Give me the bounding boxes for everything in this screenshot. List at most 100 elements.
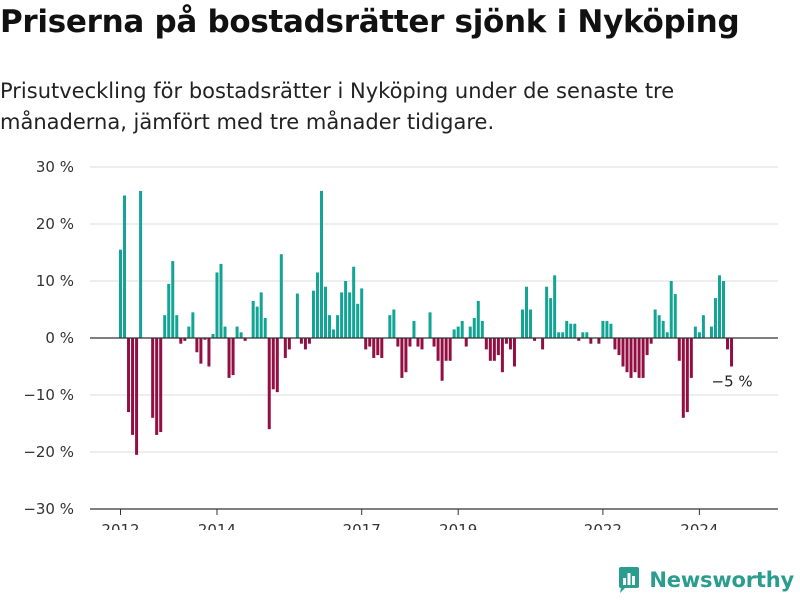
bar xyxy=(324,286,328,338)
bar xyxy=(135,338,139,455)
bar xyxy=(151,338,155,418)
bar xyxy=(432,338,436,347)
bar xyxy=(440,338,444,381)
bar xyxy=(436,338,440,361)
x-tick-label: 2022 xyxy=(584,521,622,530)
bar xyxy=(251,300,255,338)
bar xyxy=(484,338,488,350)
chart-subtitle: Prisutveckling för bostadsrätter i Nyköp… xyxy=(0,79,675,134)
bar xyxy=(368,338,372,347)
bar xyxy=(541,338,545,350)
bar xyxy=(645,338,649,356)
bar xyxy=(657,315,661,338)
y-tick-label: 30 % xyxy=(36,158,74,176)
bar xyxy=(545,286,549,338)
bar xyxy=(444,338,448,361)
bar xyxy=(131,338,135,435)
bar xyxy=(315,272,319,338)
bar xyxy=(565,320,569,338)
bar xyxy=(448,338,452,361)
bar xyxy=(669,281,673,338)
bar xyxy=(195,338,199,353)
bar xyxy=(693,326,697,338)
bar xyxy=(356,303,360,338)
bar xyxy=(730,338,734,367)
bar xyxy=(561,332,565,338)
bar xyxy=(697,332,701,338)
x-tick-label: 2012 xyxy=(101,521,139,530)
bar xyxy=(207,338,211,367)
bar xyxy=(392,309,396,338)
bar xyxy=(553,275,557,338)
bar xyxy=(259,292,263,338)
bar xyxy=(255,306,259,338)
bar xyxy=(468,326,472,338)
bar xyxy=(307,338,311,344)
bar xyxy=(295,293,299,338)
y-tick-label: −30 % xyxy=(23,500,74,518)
bar xyxy=(364,338,368,350)
bar xyxy=(641,338,645,378)
bar xyxy=(187,326,191,338)
bar xyxy=(408,338,412,347)
bar xyxy=(360,288,364,338)
bar xyxy=(456,326,460,338)
x-tick-label: 2014 xyxy=(198,521,236,530)
bar xyxy=(179,338,183,344)
bar xyxy=(681,338,685,418)
bar xyxy=(139,190,143,338)
bar xyxy=(621,338,625,367)
bar xyxy=(199,338,203,364)
bar-chart: 30 %20 %10 %0 %−10 %−20 %−30 % 2012 2014 2… xyxy=(23,158,778,530)
newsworthy-logo: Newsworthy xyxy=(617,566,794,594)
bar xyxy=(689,338,693,378)
y-tick-label: −10 % xyxy=(23,386,74,404)
bar xyxy=(287,338,291,350)
bar xyxy=(533,338,537,341)
bar xyxy=(726,338,730,350)
bar xyxy=(159,338,163,433)
bar-chart-logo-icon xyxy=(619,567,640,593)
bar xyxy=(476,300,480,338)
bar xyxy=(597,338,601,344)
bar xyxy=(376,338,380,356)
bar xyxy=(717,275,721,338)
bar xyxy=(227,338,231,378)
y-tick-label: 0 % xyxy=(45,329,74,347)
bar xyxy=(685,338,689,413)
bar xyxy=(665,332,669,338)
bar xyxy=(549,298,553,338)
bar xyxy=(167,283,171,338)
chart-title: Priserna på bostadsrätter sjönk i Nyköpi… xyxy=(0,4,740,40)
bar xyxy=(303,338,307,350)
bar xyxy=(175,315,179,338)
bar xyxy=(585,332,589,338)
bar xyxy=(299,338,303,344)
bar xyxy=(191,312,195,338)
bar xyxy=(348,292,352,338)
bar xyxy=(581,332,585,338)
bar xyxy=(119,249,122,338)
bar xyxy=(629,338,633,378)
bar xyxy=(601,320,605,338)
bar xyxy=(211,334,215,338)
bar xyxy=(183,338,187,341)
bar xyxy=(127,338,131,413)
bar xyxy=(673,294,677,338)
bar xyxy=(573,323,577,338)
bar xyxy=(203,338,207,340)
bar xyxy=(239,332,243,338)
bar xyxy=(400,338,404,378)
bar xyxy=(653,309,657,338)
bar xyxy=(701,315,705,338)
x-tick-label: 2017 xyxy=(343,521,381,530)
bar xyxy=(569,323,573,338)
bar xyxy=(412,320,416,338)
bar xyxy=(492,338,496,361)
bar xyxy=(488,338,492,361)
bar xyxy=(529,309,533,338)
last-value-annotation: −5 % xyxy=(712,373,753,391)
bar xyxy=(235,326,239,338)
bar xyxy=(464,338,468,347)
bar xyxy=(332,329,336,338)
